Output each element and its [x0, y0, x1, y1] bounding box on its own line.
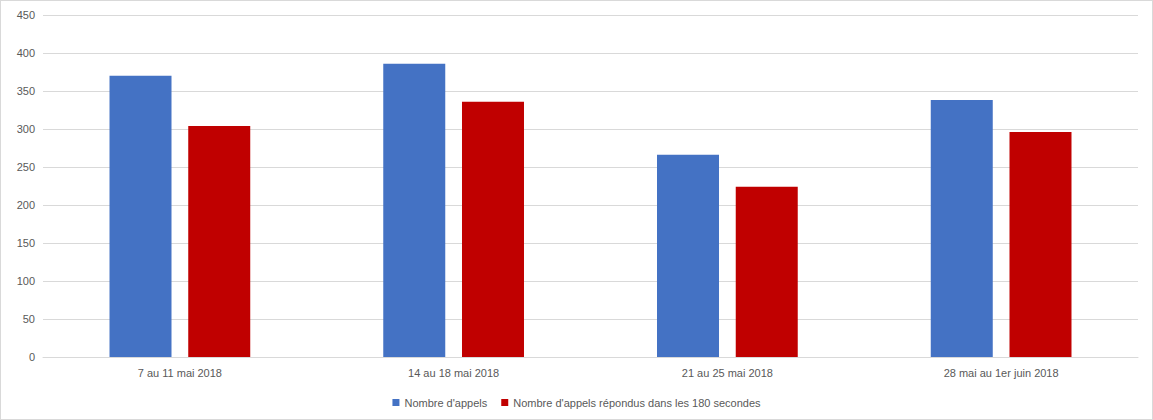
- svg-text:14 au 18 mai 2018: 14 au 18 mai 2018: [408, 367, 499, 379]
- svg-text:100: 100: [17, 275, 35, 287]
- svg-text:400: 400: [17, 47, 35, 59]
- svg-text:350: 350: [17, 85, 35, 97]
- svg-text:150: 150: [17, 237, 35, 249]
- svg-text:21 au 25 mai 2018: 21 au 25 mai 2018: [682, 367, 773, 379]
- svg-text:Nombre d'appels répondus dans: Nombre d'appels répondus dans les 180 se…: [513, 397, 761, 409]
- svg-text:0: 0: [29, 351, 35, 363]
- svg-text:250: 250: [17, 161, 35, 173]
- svg-text:28 mai au 1er juin 2018: 28 mai au 1er juin 2018: [944, 367, 1059, 379]
- svg-text:200: 200: [17, 199, 35, 211]
- svg-text:Nombre d'appels: Nombre d'appels: [404, 397, 487, 409]
- svg-text:300: 300: [17, 123, 35, 135]
- svg-text:7 au 11 mai 2018: 7 au 11 mai 2018: [138, 367, 222, 379]
- svg-text:450: 450: [17, 9, 35, 21]
- svg-text:50: 50: [23, 313, 35, 325]
